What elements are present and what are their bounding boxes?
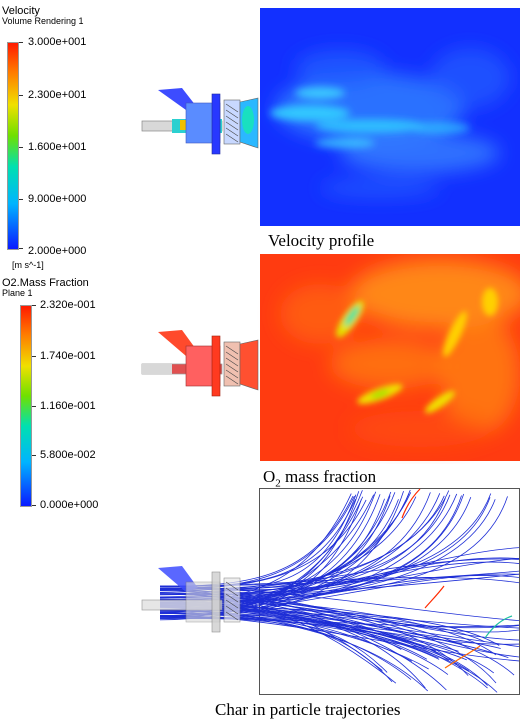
particle-trajectories-plot xyxy=(141,488,520,695)
velocity-unit-label: [m s^-1] xyxy=(12,260,44,270)
o2-legend-title: O2.Mass Fraction xyxy=(2,277,89,289)
o2-mass-fraction-plot xyxy=(141,254,520,461)
o2-tick-label: 5.800e-002 xyxy=(40,449,96,461)
velocity-tick-mark xyxy=(19,95,23,96)
o2-tick-label: 1.740e-001 xyxy=(40,350,96,362)
velocity-tick-label: 2.000e+000 xyxy=(28,245,87,257)
o2-tick-mark xyxy=(32,305,36,306)
o2-tick-mark xyxy=(32,356,36,357)
velocity-legend-subtitle: Volume Rendering 1 xyxy=(2,16,84,26)
o2-caption-subscript: 2 xyxy=(275,477,281,490)
o2-caption-suffix: mass fraction xyxy=(280,467,377,486)
velocity-tick-mark xyxy=(19,147,23,148)
velocity-profile-caption: Velocity profile xyxy=(268,231,375,250)
o2-tick-label: 2.320e-001 xyxy=(40,299,96,311)
o2-legend-subtitle: Plane 1 xyxy=(2,288,33,298)
trajectories-caption: Char in particle trajectories xyxy=(215,700,401,719)
velocity-tick-label: 3.000e+001 xyxy=(28,36,87,48)
velocity-tick-mark xyxy=(19,248,23,249)
velocity-tick-mark xyxy=(19,199,23,200)
o2-mass-fraction-caption: O2 mass fraction xyxy=(263,468,376,492)
velocity-profile-plot xyxy=(141,8,520,226)
o2-colorbar xyxy=(20,305,32,507)
o2-tick-label: 0.000e+000 xyxy=(40,499,99,511)
o2-tick-label: 1.160e-001 xyxy=(40,400,96,412)
velocity-tick-label: 1.600e+001 xyxy=(28,141,87,153)
hot-trajectory-segment xyxy=(401,488,421,519)
o2-tick-mark xyxy=(32,406,36,407)
hot-trajectory-segment xyxy=(424,585,445,609)
hot-trajectory-segment xyxy=(484,615,513,639)
o2-tick-mark xyxy=(32,505,36,506)
velocity-tick-label: 9.000e+000 xyxy=(28,193,87,205)
velocity-colorbar xyxy=(7,42,19,250)
hot-trajectory-segment xyxy=(444,645,481,669)
o2-caption-prefix: O xyxy=(263,467,276,486)
velocity-tick-mark xyxy=(19,42,23,43)
velocity-tick-label: 2.300e+001 xyxy=(28,89,87,101)
velocity-legend-title: Velocity xyxy=(2,5,40,17)
o2-tick-mark xyxy=(32,455,36,456)
